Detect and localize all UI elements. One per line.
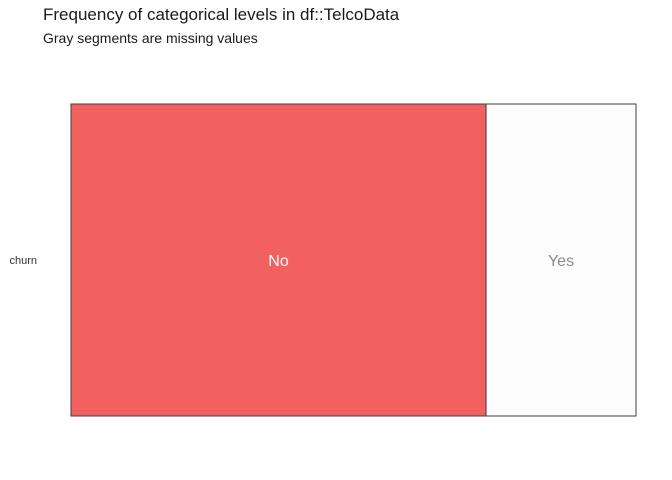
- chart-subtitle: Gray segments are missing values: [43, 30, 258, 46]
- bar-segment-yes: [485, 103, 637, 417]
- bar-segment-no: [70, 103, 487, 417]
- segment-label-no: No: [268, 253, 289, 270]
- category-label-churn: churn: [9, 255, 37, 267]
- segment-label-yes: Yes: [548, 253, 574, 270]
- chart-title: Frequency of categorical levels in df::T…: [43, 5, 400, 24]
